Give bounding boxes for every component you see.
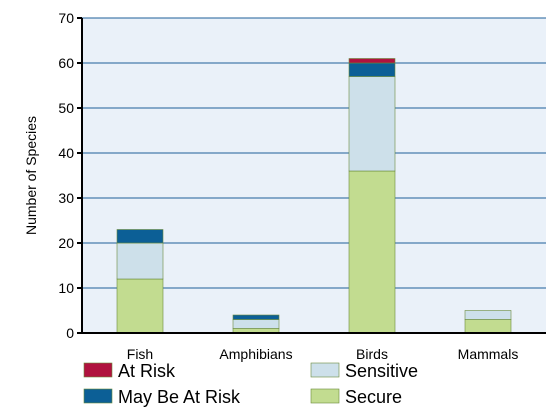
bar-segment-birds-secure [348,170,396,334]
y-tick-label: 10 [58,280,74,296]
legend-label: At Risk [118,361,176,381]
legend-label: Secure [345,387,402,407]
legend-swatch-at-risk [83,362,113,378]
bars [116,58,512,334]
legend-swatch-sensitive [310,362,340,378]
bar-segment-mammals-secure [464,319,512,334]
legend-swatch-may-be-at-risk [83,388,113,404]
y-tick-labels: 0 10 20 30 40 50 60 70 [58,10,74,341]
y-tick-label: 70 [58,10,74,26]
axes [77,17,546,334]
y-axis-title: Number of Species [23,116,39,235]
y-tick-label: 30 [58,190,74,206]
y-tick-label: 50 [58,100,74,116]
x-category-label: Amphibians [219,346,292,362]
bar-segment-birds-sensitive [348,76,396,172]
bar-segment-birds-may-be-at-risk [348,62,396,77]
bar-segment-fish-secure [116,278,164,334]
legend: At Risk Sensitive May Be At Risk Secure [83,361,418,407]
y-tick-label: 0 [66,325,74,341]
x-category-label: Fish [127,346,153,362]
bar-segment-amphibians-sensitive [232,319,280,329]
legend-label: May Be At Risk [118,387,241,407]
legend-label: Sensitive [345,361,418,381]
bar-segment-fish-sensitive [116,242,164,280]
bar-segment-mammals-sensitive [464,310,512,320]
x-category-labels: Fish Amphibians Birds Mammals [127,346,519,362]
y-tick-label: 20 [58,235,74,251]
legend-swatch-secure [310,388,340,404]
y-tick-label: 60 [58,55,74,71]
bar-segment-amphibians-may-be-at-risk [232,314,280,320]
x-category-label: Birds [356,346,388,362]
bar-segment-birds-at-risk [348,58,396,64]
x-category-label: Mammals [458,346,519,362]
bar-segment-fish-may-be-at-risk [116,229,164,244]
y-tick-label: 40 [58,145,74,161]
